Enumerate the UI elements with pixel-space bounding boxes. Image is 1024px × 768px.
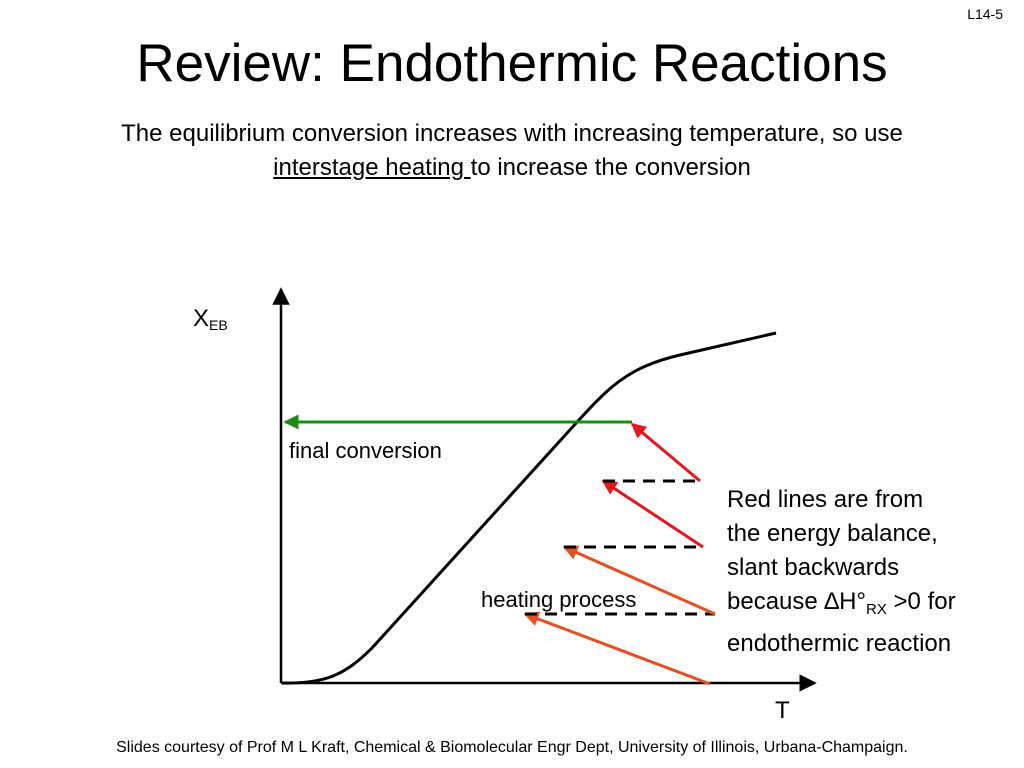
final-conversion-label: final conversion xyxy=(289,438,442,463)
subtitle-line-2: interstage heating to increase the conve… xyxy=(0,151,1024,185)
energy-balance-line-1 xyxy=(523,611,711,686)
slide-title: Review: Endothermic Reactions xyxy=(136,34,888,93)
energy-balance-line-2 xyxy=(562,545,716,616)
interstage-heating-text: interstage heating xyxy=(273,154,471,181)
x-axis-label: T xyxy=(775,697,790,724)
equilibrium-curve xyxy=(281,331,777,685)
subtitle: The equilibrium conversion increases wit… xyxy=(0,117,1024,185)
energy-balance-line-4 xyxy=(630,422,701,483)
subtitle-rest: to increase the conversion xyxy=(470,154,751,181)
slide-number: L14-5 xyxy=(967,6,1003,22)
energy-balance-line-3 xyxy=(601,479,704,549)
subtitle-line-1: The equilibrium conversion increases wit… xyxy=(121,120,903,147)
y-axis-label: XEB xyxy=(193,305,228,333)
heating-process-label: heating process xyxy=(481,587,637,612)
footer-credit: Slides courtesy of Prof M L Kraft, Chemi… xyxy=(116,739,908,756)
energy-balance-note: Red lines are from the energy balance, s… xyxy=(727,486,956,657)
